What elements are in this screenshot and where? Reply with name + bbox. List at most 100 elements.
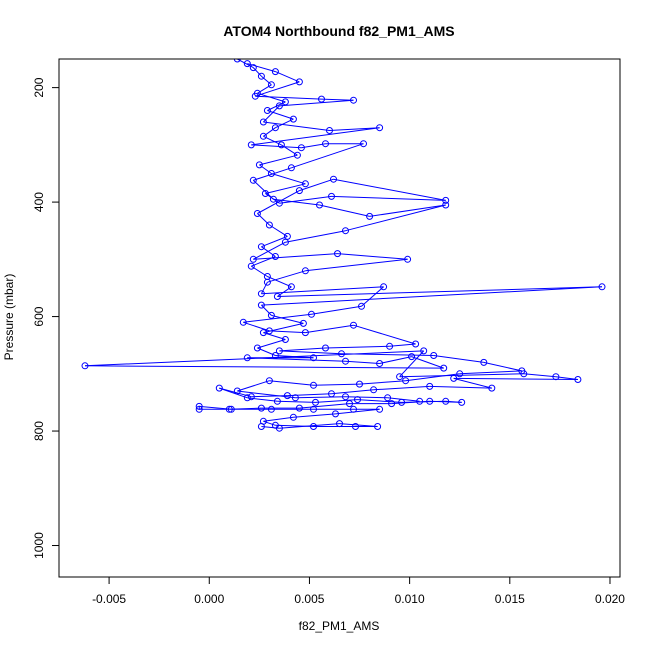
x-tick-label: 0.010: [395, 592, 425, 606]
series-2-line-segment: [251, 144, 302, 149]
series-2-data-point: [366, 212, 374, 220]
series-1-data-point: [374, 423, 382, 430]
series-2-line-segment: [243, 313, 312, 323]
series-2-data-point: [249, 255, 257, 263]
series-1-data-point: [281, 98, 289, 106]
series-2-data-point: [301, 267, 309, 275]
series-2-line-segment: [387, 397, 420, 402]
series-1-line-segment: [345, 360, 380, 364]
series-2-line-segment: [243, 321, 270, 332]
series-1-data-point: [330, 175, 337, 183]
series-1-line-segment: [263, 332, 286, 340]
series-2-line-segment: [261, 286, 384, 295]
series-2-data-point: [334, 250, 341, 258]
series-1-data-point: [293, 151, 301, 159]
series-2-line-segment: [295, 396, 346, 399]
series-2-data-point: [416, 397, 424, 405]
series-2-data-point: [456, 370, 464, 378]
series-1-data-point: [426, 397, 434, 405]
series-1-data-point: [257, 423, 265, 430]
series-2-data-point: [257, 290, 265, 298]
series-1-data-point: [574, 376, 582, 383]
series-1-data-point: [346, 400, 353, 408]
series-1-data-point: [277, 141, 285, 149]
series-2-line-segment: [273, 198, 320, 206]
series-1-line-segment: [333, 178, 446, 201]
series-2-data-point: [275, 347, 283, 355]
series-1-data-point: [450, 374, 458, 382]
series-2-line-segment: [263, 105, 280, 123]
series-2-data-point: [269, 195, 277, 203]
series-1-line-segment: [247, 397, 278, 402]
series-2-data-point: [342, 227, 349, 235]
series-1-data-point: [350, 405, 357, 413]
series-1-data-point: [442, 397, 450, 405]
series-1-data-point: [271, 124, 279, 132]
series-1-data-point: [442, 196, 450, 204]
series-2-data-point: [412, 340, 420, 348]
series-1-data-point: [289, 115, 297, 123]
series-2-line-segment: [359, 380, 406, 385]
series-1-line-segment: [265, 183, 306, 194]
series-2-data-point: [275, 102, 283, 110]
series-2-data-point: [326, 127, 333, 134]
series-2-line-segment: [255, 81, 300, 97]
series-1-data-point: [273, 397, 281, 405]
series-1-data-point: [281, 336, 289, 343]
series-2-line-segment: [389, 343, 416, 347]
series-2-line-segment: [269, 330, 306, 334]
series-1-data-point: [342, 357, 349, 365]
series-1-line-segment: [263, 127, 276, 137]
series-1-line-segment: [271, 173, 306, 185]
series-2-line-segment: [291, 143, 364, 169]
series-1-line-segment: [299, 403, 350, 409]
series-1-line-segment: [299, 178, 334, 192]
series-2-data-point: [358, 302, 365, 310]
series-1-data-point: [458, 398, 466, 406]
chart-title: ATOM4 Northbound f82_PM1_AMS: [223, 23, 454, 39]
series-1-line-segment: [379, 356, 412, 364]
series-2-line-segment: [285, 230, 346, 243]
x-tick-label: 0.005: [294, 592, 324, 606]
series-1-line-segment: [399, 373, 524, 378]
series-2-data-point: [342, 393, 349, 401]
series-2-line-segment: [267, 270, 306, 283]
series-2-line-segment: [405, 373, 460, 382]
y-tick-label: 600: [32, 306, 46, 326]
series-2-data-point: [322, 344, 329, 352]
series-1-data-point: [255, 161, 263, 169]
series-2-data-point: [360, 140, 367, 148]
series-2-data-point: [249, 176, 257, 184]
series-1-line-segment: [271, 314, 304, 324]
series-2-data-point: [308, 310, 315, 318]
series-2-line-segment: [353, 324, 416, 345]
series-2-line-segment: [255, 95, 322, 100]
series-1-data-point: [233, 59, 241, 63]
series-1-data-point: [247, 393, 255, 401]
series-2-data-point: [350, 321, 357, 329]
series-2-line-segment: [237, 380, 270, 392]
series-2-data-point: [271, 68, 279, 76]
series-2-data-point: [291, 394, 299, 402]
series-2-data-point: [380, 283, 388, 291]
series-1-line-segment: [279, 195, 332, 204]
series-1-data-point: [249, 64, 257, 72]
series-1-line-segment: [429, 385, 492, 389]
series-1-data-point: [310, 354, 317, 362]
series-1-line-segment: [259, 154, 298, 166]
series-1-data-point: [295, 187, 303, 195]
series-2-line-segment: [305, 324, 354, 334]
series-1-data-point: [227, 405, 235, 413]
series-2-line-segment: [260, 281, 268, 294]
series-1-data-point: [257, 404, 265, 412]
series-2-data-point: [259, 118, 267, 126]
series-1-line-segment: [219, 387, 248, 399]
series-1-data-point: [295, 404, 303, 412]
series-2-line-segment: [329, 127, 380, 131]
series-1-data-point: [81, 362, 89, 370]
series-1-data-point: [225, 405, 233, 413]
series-1-line-segment: [453, 377, 492, 389]
series-1-data-point: [267, 81, 275, 89]
x-tick-label: -0.005: [92, 592, 126, 606]
series-1-data-point: [283, 392, 291, 400]
